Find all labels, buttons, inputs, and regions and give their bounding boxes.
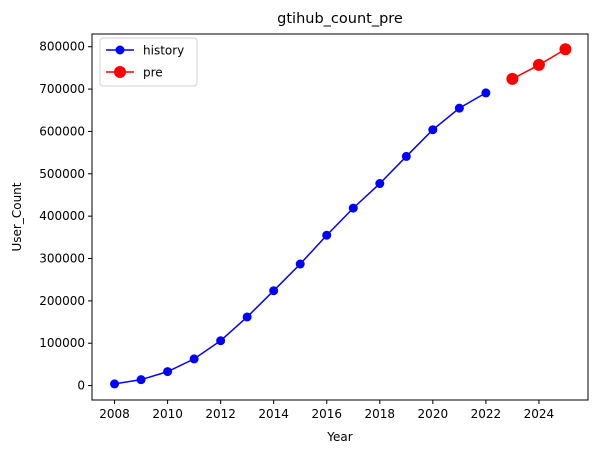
data-point-history bbox=[216, 336, 226, 346]
chart-title: gtihub_count_pre bbox=[277, 11, 403, 27]
data-point-history bbox=[163, 367, 173, 377]
data-point-history bbox=[401, 151, 411, 161]
x-axis: 2008 2010 2012 2014 2016 2018 2020 2022 2024 bbox=[99, 400, 554, 421]
y-axis-label: User_Count bbox=[10, 182, 24, 251]
data-point-pre bbox=[559, 43, 572, 56]
legend: history pre bbox=[99, 37, 198, 87]
series-line-history bbox=[114, 92, 487, 385]
x-tick-label: 2018 bbox=[365, 407, 396, 421]
data-point-pre bbox=[532, 58, 545, 71]
y-tick-label: 800000 bbox=[39, 40, 85, 54]
x-tick-label: 2012 bbox=[205, 407, 236, 421]
x-tick-label: 2014 bbox=[258, 407, 289, 421]
data-point-history bbox=[295, 259, 305, 269]
data-point-history bbox=[136, 375, 146, 385]
x-tick-label: 2016 bbox=[311, 407, 342, 421]
plot-area bbox=[110, 43, 572, 389]
y-tick-label: 600000 bbox=[39, 124, 85, 138]
legend-label-history: history bbox=[143, 44, 184, 58]
y-tick-label: 0 bbox=[77, 379, 85, 393]
x-tick-label: 2024 bbox=[524, 407, 555, 421]
data-point-history bbox=[269, 286, 279, 296]
data-point-history bbox=[110, 379, 120, 389]
data-point-history bbox=[481, 88, 491, 98]
y-tick-label: 200000 bbox=[39, 294, 85, 308]
data-point-history bbox=[428, 125, 438, 135]
x-axis-label: Year bbox=[326, 430, 352, 444]
data-point-pre bbox=[506, 72, 519, 85]
y-tick-label: 100000 bbox=[39, 336, 85, 350]
y-tick-label: 700000 bbox=[39, 82, 85, 96]
data-point-history bbox=[322, 230, 332, 240]
legend-marker-history bbox=[115, 45, 125, 55]
data-point-history bbox=[348, 203, 358, 213]
x-tick-label: 2020 bbox=[418, 407, 449, 421]
legend-marker-pre bbox=[114, 66, 126, 78]
x-tick-label: 2022 bbox=[471, 407, 502, 421]
data-point-history bbox=[242, 312, 252, 322]
y-tick-label: 400000 bbox=[39, 209, 85, 223]
x-tick-label: 2010 bbox=[152, 407, 183, 421]
plot-frame bbox=[91, 33, 589, 401]
y-tick-label: 500000 bbox=[39, 167, 85, 181]
data-point-history bbox=[375, 179, 385, 189]
x-tick-label: 2008 bbox=[99, 407, 130, 421]
y-tick-label: 300000 bbox=[39, 252, 85, 266]
data-point-history bbox=[189, 354, 199, 364]
data-point-history bbox=[454, 103, 464, 113]
y-axis: 0 100000 200000 300000 400000 500000 600000 700… bbox=[39, 40, 92, 393]
legend-label-pre: pre bbox=[143, 66, 163, 80]
